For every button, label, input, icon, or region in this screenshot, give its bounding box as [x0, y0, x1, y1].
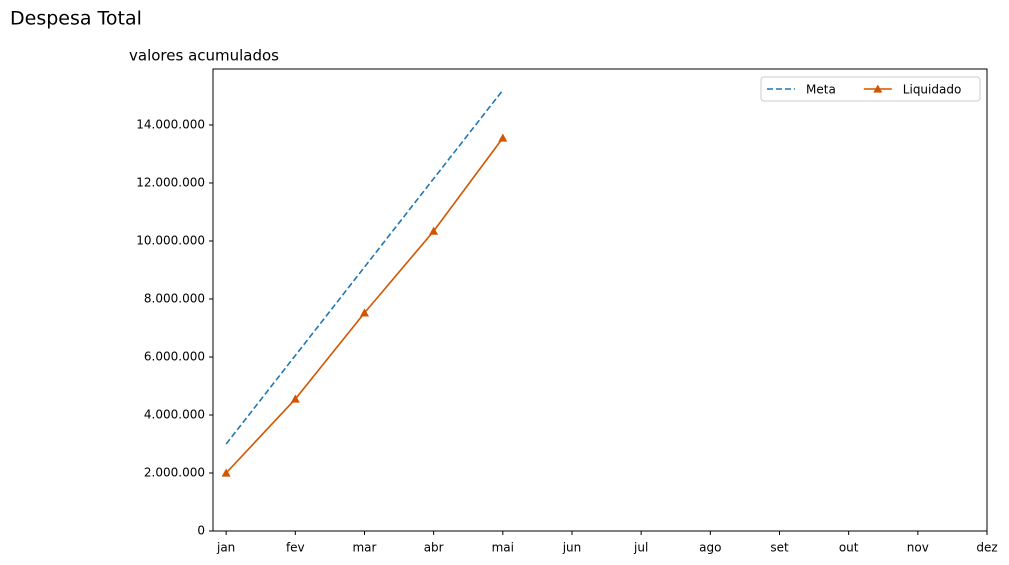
marker	[359, 308, 369, 317]
marker	[498, 133, 508, 142]
x-tick-label: jun	[562, 541, 582, 555]
chart-title: Despesa Total	[10, 8, 142, 30]
x-tick-label: mai	[492, 541, 514, 555]
y-tick-label: 6.000.000	[144, 349, 205, 363]
x-tick-label: jan	[216, 541, 235, 555]
x-tick-label: abr	[424, 541, 444, 555]
marker	[429, 226, 439, 235]
y-tick-label: 0	[197, 524, 205, 538]
series-line	[225, 137, 504, 474]
y-tick-label: 4.000.000	[144, 407, 205, 421]
x-tick-label: mar	[352, 541, 376, 555]
x-tick-label: nov	[907, 541, 929, 555]
x-tick-label: ago	[699, 541, 721, 555]
marker	[290, 394, 300, 403]
y-tick-label: 12.000.000	[136, 175, 205, 189]
legend-label: Meta	[806, 83, 836, 97]
x-tick-label: fev	[286, 541, 305, 555]
y-tick-label: 8.000.000	[144, 291, 205, 305]
marker	[221, 468, 231, 477]
legend-label: Liquidado	[903, 83, 962, 97]
legend-marker	[873, 84, 883, 93]
y-tick-label: 10.000.000	[136, 233, 205, 247]
chart-subtitle: valores acumulados	[129, 47, 279, 65]
x-tick-label: set	[770, 541, 789, 555]
x-tick-label: dez	[976, 541, 997, 555]
x-tick-label: jul	[633, 541, 648, 555]
x-tick-label: out	[839, 541, 859, 555]
plot-frame	[212, 68, 988, 532]
y-tick-label: 14.000.000	[136, 117, 205, 131]
series-line	[225, 89, 504, 445]
y-tick-label: 2.000.000	[144, 465, 205, 479]
